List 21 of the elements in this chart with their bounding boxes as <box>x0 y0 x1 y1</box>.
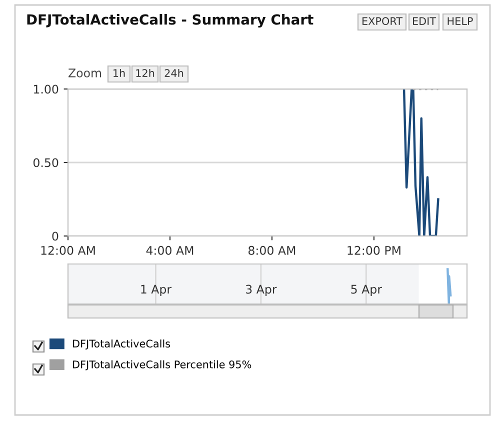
x-tick-label: 12:00 AM <box>41 246 95 255</box>
x-tick-label: 4:00 AM <box>146 246 194 255</box>
line-series <box>402 89 440 236</box>
x-tick-label: 3 Apr <box>246 284 277 296</box>
text: 24h <box>164 68 184 77</box>
legend-label: DFJTotalActiveCalls Percentile 95% <box>73 360 252 370</box>
legend-label: DFJTotalActiveCalls <box>73 339 170 350</box>
text: EDIT <box>413 17 436 25</box>
y-tick-label: 0.50 <box>33 158 58 168</box>
y-tick-label: 0 <box>52 232 58 241</box>
text: 1h <box>114 68 125 77</box>
text: 12h <box>136 68 154 77</box>
x-tick-label: 8:00 AM <box>248 246 296 255</box>
text: EXPORT <box>362 17 403 26</box>
text: Zoom <box>68 68 102 78</box>
x-tick-label: 12:00 PM <box>348 246 400 255</box>
text: HELP <box>448 17 473 25</box>
chart-title: DFJTotalActiveCalls - Summary Chart <box>27 14 314 28</box>
x-tick-label: 5 Apr <box>351 284 382 296</box>
y-tick-label: 1.00 <box>34 84 58 94</box>
x-tick-label: 1 Apr <box>141 284 172 296</box>
